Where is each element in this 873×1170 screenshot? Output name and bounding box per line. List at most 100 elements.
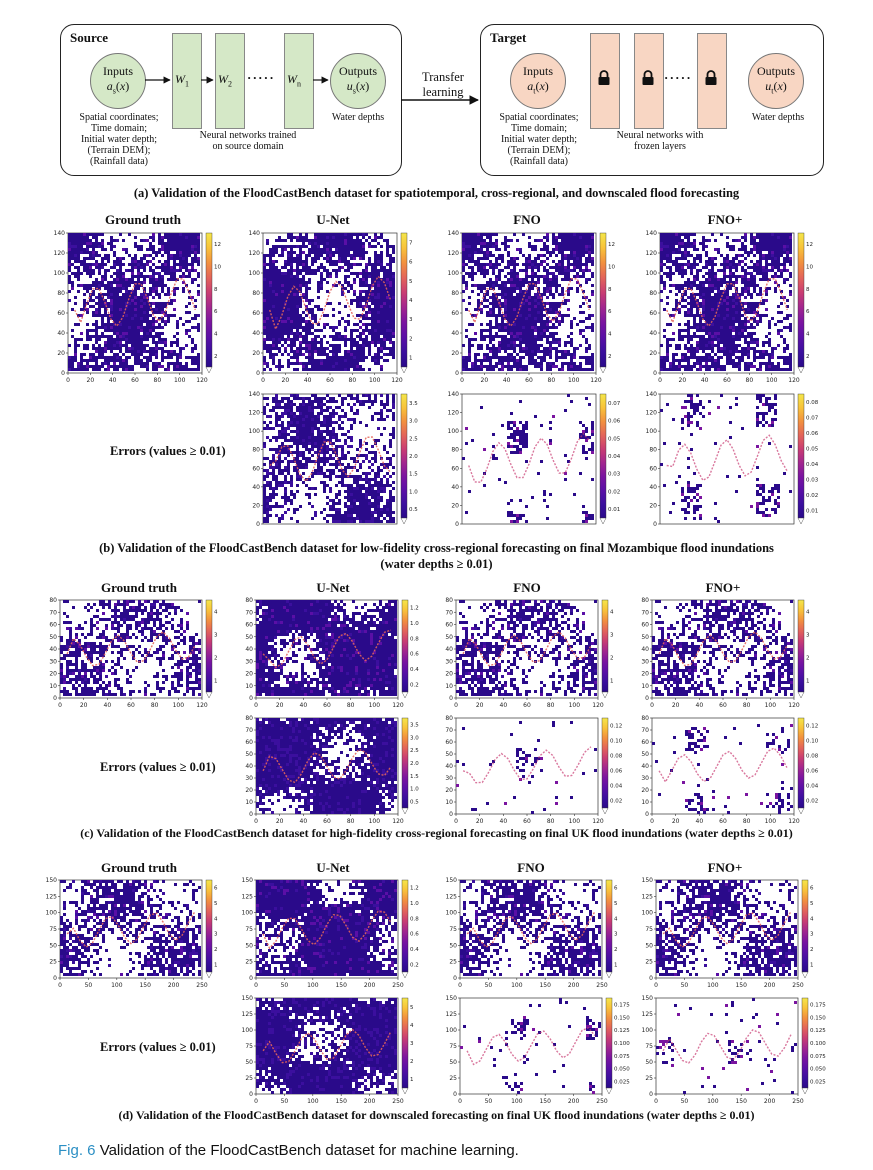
- svg-text:8: 8: [608, 287, 612, 293]
- svg-text:1: 1: [409, 355, 413, 361]
- col-title-unet: U-Net: [316, 212, 350, 227]
- target-outputs-label: Outputs: [756, 63, 795, 78]
- col-title-fno: FNO: [517, 860, 545, 875]
- source-layer-2-label: W2: [218, 72, 232, 89]
- map-b-fnop-error: 0204060801001201400.010.020.030.040.050.…: [646, 391, 819, 528]
- svg-text:40: 40: [503, 377, 511, 384]
- target-input-desc: Spatial coordinates; Time domain; Initia…: [499, 112, 579, 167]
- svg-text:0: 0: [256, 370, 260, 377]
- lock-icon: [705, 70, 717, 85]
- svg-text:120: 120: [391, 377, 403, 384]
- svg-text:4: 4: [608, 332, 612, 338]
- svg-text:20: 20: [451, 350, 459, 357]
- col-title-ground-truth: Ground truth: [101, 580, 177, 595]
- error-row-label: Errors (values ≥ 0.01): [110, 444, 226, 458]
- source-title: Source: [70, 30, 109, 45]
- svg-text:6: 6: [214, 309, 218, 315]
- col-title-fnop: FNO+: [705, 580, 741, 595]
- map-b-fnop: 0 20 40 60 80 100 1200204060801001201402468101…: [646, 230, 814, 384]
- target-layer-2: [634, 33, 664, 129]
- lock-icon: [598, 70, 610, 85]
- map-c-fnop-error: 0 20 40 60 80 100 120010203040506070800.020.04…: [641, 715, 818, 825]
- col-title-unet: U-Net: [316, 580, 350, 595]
- figure-caption: Fig. 6 Validation of the FloodCastBench …: [58, 1142, 519, 1159]
- svg-text:4: 4: [409, 298, 413, 304]
- map-b-fno-error: 0204060801001201400.010.020.030.040.050.…: [448, 391, 621, 528]
- svg-text:80: 80: [154, 377, 162, 384]
- svg-text:40: 40: [109, 377, 117, 384]
- svg-text:100: 100: [174, 377, 186, 384]
- svg-text:120: 120: [249, 250, 261, 257]
- source-dots: · · · · ·: [247, 70, 274, 85]
- target-inputs-var: at(x): [527, 78, 549, 96]
- map-c-unet: 0 20 40 60 80 100 120010203040506070800.20.40.…: [245, 597, 419, 709]
- svg-text:100: 100: [369, 377, 381, 384]
- svg-text:5: 5: [409, 279, 413, 285]
- svg-text:120: 120: [196, 377, 208, 384]
- source-outputs-label: Outputs: [338, 63, 377, 78]
- svg-text:0: 0: [455, 370, 459, 377]
- source-inputs-label: Inputs: [103, 63, 133, 78]
- svg-text:120: 120: [448, 250, 460, 257]
- svg-text:100: 100: [249, 270, 261, 277]
- transfer-learning-label: Transfer learning: [422, 70, 464, 99]
- lock-icon: [642, 70, 654, 85]
- col-title-ground-truth: Ground truth: [101, 860, 177, 875]
- target-network-desc: Neural networks with frozen layers: [616, 130, 704, 152]
- svg-text:60: 60: [57, 310, 65, 317]
- svg-text:12: 12: [214, 242, 221, 248]
- map-d-unet: 0 50 100 150 200 25002550751001251500.20.40.6…: [242, 877, 420, 989]
- panel-b-caption-line1: (b) Validation of the FloodCastBench dat…: [99, 541, 774, 555]
- panel-b-caption-line2: (water depths ≥ 0.01): [380, 557, 493, 571]
- source-output-desc: Water depths: [331, 112, 385, 123]
- svg-text:100: 100: [568, 377, 580, 384]
- source-layer-n: [284, 33, 314, 129]
- svg-text:60: 60: [525, 377, 533, 384]
- source-layer-1-label: W1: [175, 72, 189, 89]
- map-c-unet-error: 0 20 40 60 80 100 120010203040506070800.51.01.…: [245, 715, 419, 825]
- target-dots: · · · · ·: [664, 70, 691, 85]
- svg-text:80: 80: [349, 377, 357, 384]
- col-title-fnop: FNO+: [707, 860, 743, 875]
- svg-text:0: 0: [66, 377, 70, 384]
- map-d-fnop-error: 0 50 100 150 200 25002550751001251500.0250.05…: [642, 995, 826, 1105]
- svg-text:60: 60: [326, 377, 334, 384]
- source-outputs-node: Outputs us(x): [330, 53, 386, 109]
- source-layer-1: [172, 33, 202, 129]
- svg-text:6: 6: [608, 309, 612, 315]
- map-b-fno: 0 20 40 60 80 100 120 0 20 40 60 80 100 120 140 2 4 6 8 10 1…: [448, 230, 616, 384]
- svg-text:20: 20: [252, 350, 260, 357]
- svg-text:2: 2: [214, 354, 218, 360]
- col-title-unet: U-Net: [316, 860, 350, 875]
- svg-text:0: 0: [460, 377, 464, 384]
- target-outputs-var: ut(x): [765, 78, 787, 96]
- svg-text:60: 60: [131, 377, 139, 384]
- error-row-label: Errors (values ≥ 0.01): [100, 1040, 216, 1054]
- svg-text:0: 0: [261, 377, 265, 384]
- target-output-desc: Water depths: [751, 112, 805, 123]
- svg-text:20: 20: [282, 377, 290, 384]
- svg-text:6: 6: [409, 260, 413, 266]
- svg-text:20: 20: [57, 350, 65, 357]
- svg-text:40: 40: [57, 330, 65, 337]
- svg-text:100: 100: [54, 270, 66, 277]
- svg-text:60: 60: [252, 310, 260, 317]
- svg-text:140: 140: [54, 230, 66, 237]
- svg-text:2: 2: [409, 336, 413, 342]
- svg-text:20: 20: [481, 377, 489, 384]
- panel-d-caption: (d) Validation of the FloodCastBench dat…: [118, 1108, 755, 1122]
- svg-text:10: 10: [608, 265, 615, 271]
- svg-text:40: 40: [451, 330, 459, 337]
- svg-text:60: 60: [451, 310, 459, 317]
- source-input-desc: Spatial coordinates; Time domain; Initia…: [79, 112, 159, 167]
- svg-text:80: 80: [252, 290, 260, 297]
- source-layer-2: [215, 33, 245, 129]
- svg-text:120: 120: [590, 377, 602, 384]
- svg-text:8: 8: [214, 287, 218, 293]
- error-row-label: Errors (values ≥ 0.01): [100, 760, 216, 774]
- target-inputs-node: Inputs at(x): [510, 53, 566, 109]
